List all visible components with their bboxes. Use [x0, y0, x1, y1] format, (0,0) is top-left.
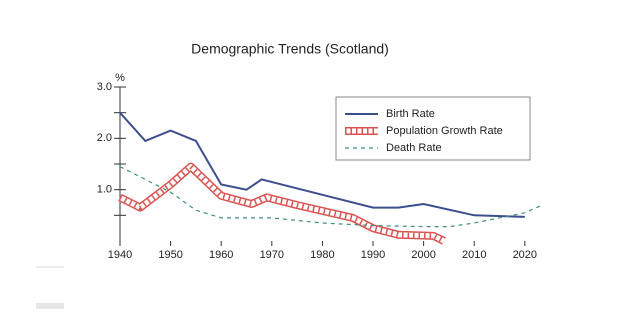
series-line-hatch — [118, 163, 446, 244]
x-tick-label: 2000 — [411, 249, 435, 261]
x-tick-label: 1990 — [361, 249, 385, 261]
decoration — [36, 266, 64, 268]
legend-label: Population Growth Rate — [386, 125, 503, 137]
decoration — [36, 303, 64, 309]
y-tick-label: 1.0 — [97, 184, 112, 196]
x-tick-label: 2020 — [513, 249, 537, 261]
y-axis-label: % — [115, 72, 125, 84]
x-tick-label: 1970 — [260, 249, 284, 261]
series-line — [119, 112, 525, 218]
x-tick-label: 1940 — [108, 249, 132, 261]
series-line — [119, 166, 541, 228]
x-tick-label: 1950 — [158, 249, 182, 261]
series-line-inner — [118, 164, 446, 244]
chart-title: Demographic Trends (Scotland) — [191, 41, 389, 57]
x-tick-label: 2010 — [462, 249, 486, 261]
y-tick-label: 2.0 — [97, 132, 112, 144]
legend-label: Birth Rate — [386, 108, 435, 120]
y-tick-label: 3.0 — [97, 81, 112, 93]
x-tick-label: 1980 — [310, 249, 334, 261]
legend-label: Death Rate — [386, 142, 442, 154]
x-tick-label: 1960 — [209, 249, 233, 261]
